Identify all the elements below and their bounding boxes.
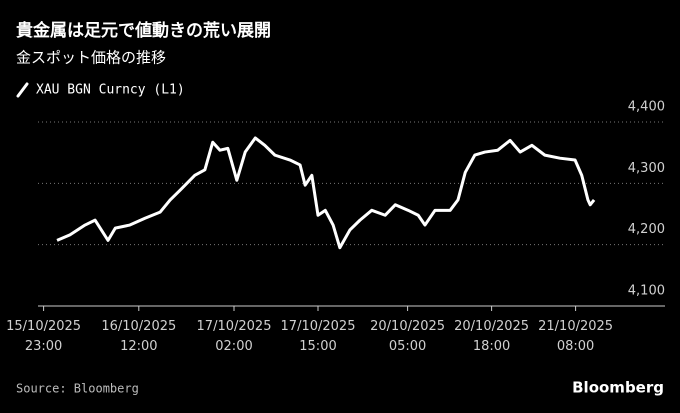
series-line — [56, 136, 596, 250]
x-tick-label: 20/10/2025 05:00 — [370, 319, 445, 354]
source: Source: Bloomberg — [16, 382, 139, 396]
x-tick-label: 17/10/2025 02:00 — [197, 319, 272, 354]
y-tick-label: 4,300 — [628, 161, 665, 176]
y-tick-label: 4,100 — [628, 284, 665, 299]
brand-logo: Bloomberg — [572, 379, 664, 397]
x-tick-label: 21/10/2025 08:00 — [538, 319, 613, 354]
legend-swatch — [16, 82, 29, 98]
chart-title: 貴金属は足元で値動きの荒い展開 — [16, 20, 271, 41]
legend-label: XAU BGN Curncy (L1) — [36, 83, 185, 98]
chart-subtitle: 金スポット価格の推移 — [16, 49, 166, 67]
x-tick-label: 16/10/2025 12:00 — [101, 319, 176, 354]
y-tick-label: 4,200 — [628, 222, 665, 237]
x-tick-label: 15/10/2025 23:00 — [6, 319, 81, 354]
x-tick-label: 20/10/2025 18:00 — [454, 319, 529, 354]
y-tick-label: 4,400 — [628, 100, 665, 115]
x-tick-label: 17/10/2025 15:00 — [281, 319, 356, 354]
